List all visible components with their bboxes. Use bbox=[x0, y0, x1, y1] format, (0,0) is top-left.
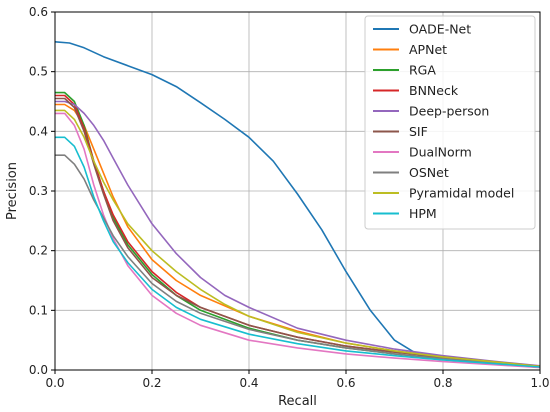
y-tick-label: 0.0 bbox=[29, 363, 48, 377]
legend-entry: HPM bbox=[409, 206, 437, 221]
y-axis-label: Precision bbox=[5, 162, 20, 220]
series-line-4 bbox=[55, 100, 541, 367]
x-tick-label: 1.0 bbox=[530, 376, 549, 390]
y-tick-label: 0.4 bbox=[29, 124, 48, 138]
legend-entry: SIF bbox=[409, 124, 428, 139]
series-line-7 bbox=[55, 154, 541, 368]
x-axis-label: Recall bbox=[278, 394, 317, 409]
legend-entry: DualNorm bbox=[409, 145, 472, 160]
x-tick-label: 0.0 bbox=[45, 376, 64, 390]
legend-entry: Deep-person bbox=[409, 104, 489, 119]
x-tick-label: 0.2 bbox=[142, 376, 161, 390]
legend-box bbox=[364, 15, 536, 230]
legend-entry: OSNet bbox=[409, 165, 449, 180]
y-tick-label: 0.2 bbox=[29, 244, 48, 258]
legend-entry: APNet bbox=[409, 42, 447, 57]
series-line-8 bbox=[55, 109, 541, 368]
x-tick-label: 0.4 bbox=[239, 376, 258, 390]
y-tick-label: 0.3 bbox=[29, 184, 48, 198]
series-lines bbox=[54, 41, 541, 369]
x-tick-label: 0.6 bbox=[336, 376, 355, 390]
x-axis-ticks: 0.0 0.2 0.4 0.6 0.8 1.0 bbox=[45, 370, 550, 390]
legend: OADE-Net APNet RGA BNNeck Deep-person SIF Dual… bbox=[364, 15, 536, 230]
y-axis-ticks: 0.0 0.1 0.2 0.3 0.4 0.5 0.6 bbox=[29, 5, 55, 377]
y-tick-label: 0.5 bbox=[29, 65, 48, 79]
legend-entry: Pyramidal model bbox=[409, 186, 514, 201]
legend-entry: BNNeck bbox=[409, 83, 459, 98]
x-tick-label: 0.8 bbox=[433, 376, 452, 390]
legend-entry: RGA bbox=[409, 63, 436, 78]
legend-entry: OADE-Net bbox=[409, 22, 471, 37]
series-line-9 bbox=[55, 136, 541, 368]
series-line-6 bbox=[55, 112, 541, 369]
y-tick-label: 0.6 bbox=[29, 5, 48, 19]
series-line-5 bbox=[55, 97, 541, 368]
y-tick-label: 0.1 bbox=[29, 303, 48, 317]
